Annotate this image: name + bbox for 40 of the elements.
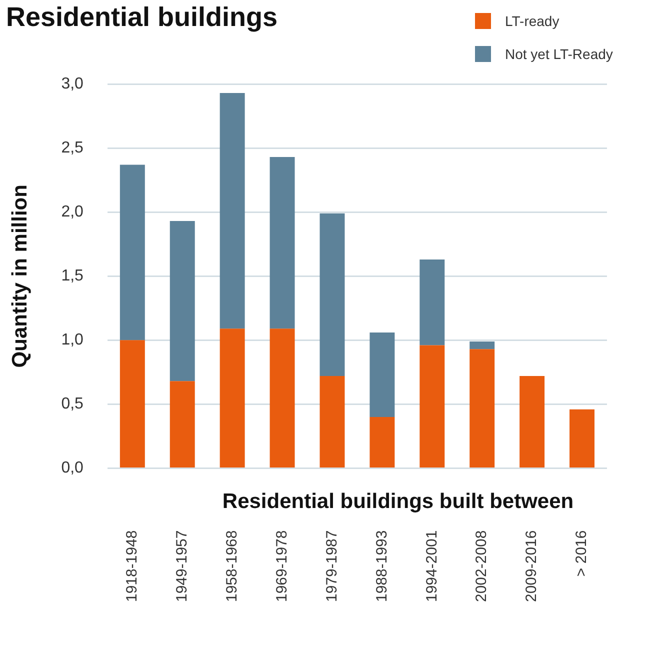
x-tick-label: 1918-1948: [124, 530, 141, 602]
bar: [120, 164, 145, 340]
bar: [170, 221, 195, 382]
bar: [220, 92, 245, 329]
bar: [420, 345, 445, 468]
x-tick-label: 1949-1957: [174, 530, 191, 602]
bar: [220, 328, 245, 468]
y-tick-label: 0,5: [61, 396, 84, 413]
y-tick-label: 1,5: [61, 268, 84, 285]
x-tick-label: 2009-2016: [523, 530, 540, 602]
bar: [470, 341, 495, 350]
bar: [170, 381, 195, 468]
bar: [120, 340, 145, 468]
bar: [320, 376, 345, 468]
y-tick-label: 0,0: [61, 460, 84, 477]
bar: [520, 376, 545, 468]
x-tick-label: 1969-1978: [273, 530, 290, 602]
x-tick-label: 1994-2001: [423, 530, 440, 602]
bar: [470, 349, 495, 468]
x-tick-label: 1958-1968: [223, 530, 240, 602]
x-tick-label: 1988-1993: [373, 530, 390, 602]
x-tick-label: 2002-2008: [473, 530, 490, 602]
bar: [370, 417, 395, 468]
bar: [320, 213, 345, 376]
legend-label: Not yet LT-Ready: [505, 46, 613, 62]
y-tick-label: 1,0: [61, 332, 84, 349]
x-axis-title: Residential buildings built between: [222, 490, 574, 514]
y-tick-label: 2,5: [61, 139, 84, 156]
bar: [270, 328, 295, 468]
bar: [370, 332, 395, 418]
bar: [420, 259, 445, 346]
chart-title: Residential buildings: [6, 2, 278, 33]
y-tick-label: 2,0: [61, 203, 84, 220]
x-tick-label: 1979-1987: [323, 530, 340, 602]
bar: [270, 157, 295, 329]
y-tick-label: 3,0: [61, 75, 84, 92]
bar: [570, 409, 594, 468]
legend-label: LT-ready: [505, 13, 560, 29]
y-axis-title: Quantity in million: [8, 184, 32, 368]
x-tick-label: > 2016: [573, 530, 590, 577]
